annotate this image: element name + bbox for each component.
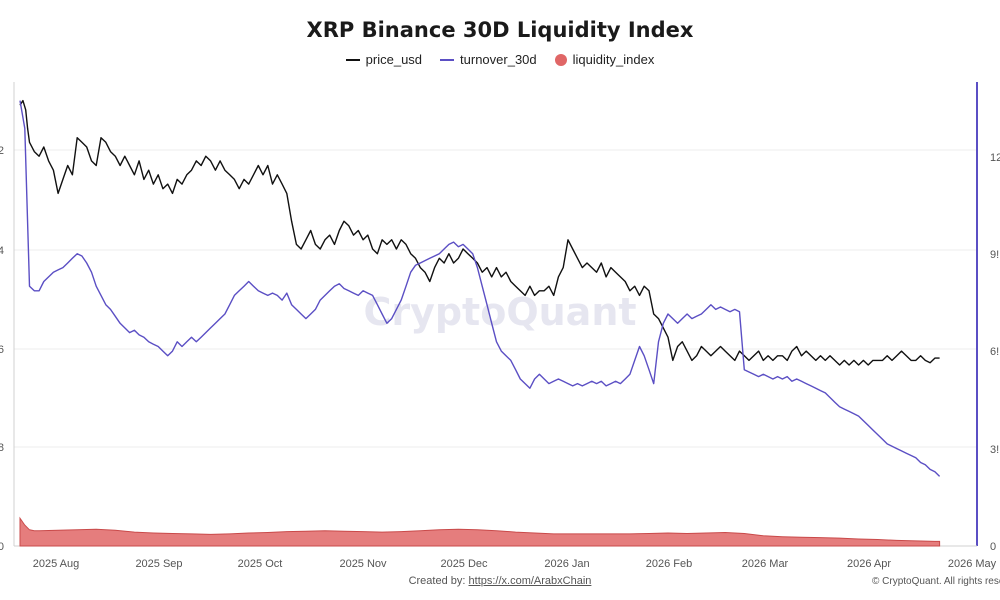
x-tick-label: 2025 Oct bbox=[238, 558, 283, 570]
right-tick-label: 9! bbox=[990, 249, 999, 261]
left-tick-label: 2 bbox=[0, 145, 4, 157]
left-tick-label: 6 bbox=[0, 344, 4, 356]
right-tick-label: 12 bbox=[990, 152, 1000, 164]
legend-swatch-price-usd bbox=[345, 58, 360, 61]
chart-title: XRP Binance 30D Liquidity Index bbox=[306, 18, 694, 42]
legend-item-liquidity-index[interactable]: liquidity_index bbox=[554, 52, 655, 67]
x-tick-label: 2025 Aug bbox=[33, 558, 80, 570]
chart-legend: price_usd turnover_30d liquidity_index bbox=[0, 52, 1000, 67]
legend-swatch-turnover-30d bbox=[440, 58, 455, 61]
footer-link[interactable]: https://x.com/ArabxChain bbox=[468, 575, 592, 587]
legend-item-turnover-30d[interactable]: turnover_30d bbox=[440, 52, 537, 67]
x-tick-label: 2026 Apr bbox=[847, 558, 891, 570]
footer-created-by-label: Created by: bbox=[408, 575, 466, 587]
right-tick-label: 6! bbox=[990, 346, 999, 358]
legend-item-price-usd[interactable]: price_usd bbox=[345, 52, 423, 67]
left-tick-label: 4 bbox=[0, 245, 4, 257]
right-axis: 0 3! 6! 9! 12 bbox=[976, 82, 1000, 553]
right-tick-label: 0 bbox=[990, 541, 996, 553]
legend-label-turnover-30d: turnover_30d bbox=[460, 52, 537, 67]
x-tick-label: 2025 Dec bbox=[440, 558, 488, 570]
legend-swatch-liquidity-index bbox=[554, 53, 567, 66]
x-tick-label: 2025 Nov bbox=[339, 558, 387, 570]
watermark: CryptoQuant bbox=[363, 290, 636, 334]
x-tick-label: 2026 May bbox=[948, 558, 997, 570]
left-tick-label: 0 bbox=[0, 541, 4, 553]
x-tick-label: 2026 Mar bbox=[742, 558, 789, 570]
left-axis: 0 8 6 4 2 bbox=[0, 82, 15, 553]
legend-label-liquidity-index: liquidity_index bbox=[572, 52, 655, 67]
series-line-turnover-30d bbox=[19, 100, 941, 477]
series-group bbox=[19, 99, 941, 547]
footer-copyright: © CryptoQuant. All rights reserved. bbox=[872, 576, 1000, 587]
x-tick-label: 2026 Jan bbox=[544, 558, 589, 570]
footer-credit: Created by: https://x.com/ArabxChain bbox=[0, 575, 1000, 587]
x-tick-label: 2025 Sep bbox=[135, 558, 182, 570]
series-area-liquidity-index bbox=[19, 516, 941, 547]
x-tick-label: 2026 Feb bbox=[646, 558, 692, 570]
right-tick-label: 3! bbox=[990, 444, 999, 456]
x-axis: 2025 Aug 2025 Sep 2025 Oct 2025 Nov 2025 Dec… bbox=[14, 545, 997, 570]
grid-lines bbox=[14, 149, 977, 448]
legend-label-price-usd: price_usd bbox=[365, 52, 423, 67]
left-tick-label: 8 bbox=[0, 442, 4, 454]
